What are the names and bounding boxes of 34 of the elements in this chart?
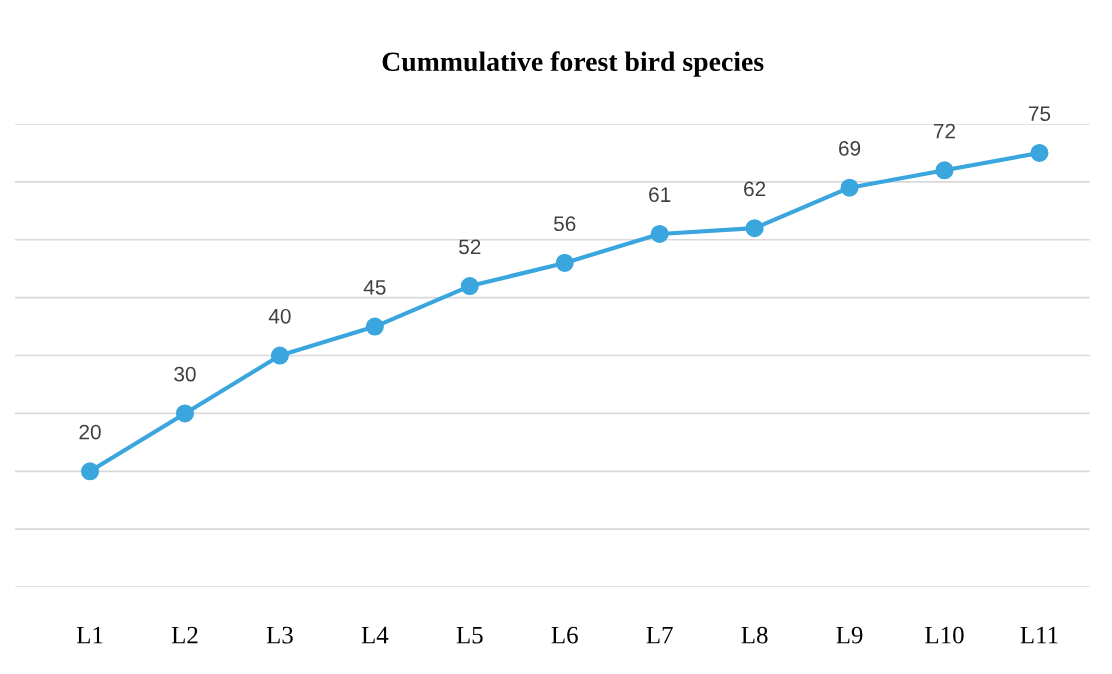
point [650, 224, 669, 244]
point [935, 161, 954, 180]
data-label: 40 [268, 308, 291, 324]
data-label: 30 [174, 366, 196, 382]
point [460, 277, 479, 296]
point [80, 462, 100, 481]
x-tick-label: L11 [1020, 626, 1058, 644]
point [270, 346, 289, 365]
x-tick-label: L6 [551, 626, 578, 644]
data-label: 45 [363, 280, 386, 295]
data-label: 69 [839, 141, 861, 156]
x-tick-label: L7 [646, 626, 673, 644]
x-tick-label: L2 [171, 626, 198, 644]
x-tick-label: L5 [456, 626, 483, 644]
x-tick-label: L4 [361, 626, 389, 644]
chart-title: Cummulative forest bird species [382, 51, 764, 77]
data-label: 62 [744, 181, 766, 197]
data-label: 75 [1028, 106, 1051, 122]
point [745, 219, 764, 238]
data-label: 72 [933, 123, 956, 139]
data-label: 20 [79, 424, 101, 440]
x-tick-label: L1 [76, 626, 103, 644]
point [840, 178, 859, 197]
point [365, 317, 384, 336]
point [1030, 143, 1049, 162]
x-tick-label: L9 [836, 626, 863, 644]
data-label: 52 [459, 239, 481, 255]
data-label: 56 [553, 216, 576, 232]
x-tick-label: L8 [741, 626, 768, 644]
data-label: 61 [649, 187, 671, 203]
x-tick-label: L10 [925, 626, 964, 644]
x-tick-label: L3 [266, 626, 293, 644]
point [555, 253, 574, 272]
point [175, 404, 194, 423]
